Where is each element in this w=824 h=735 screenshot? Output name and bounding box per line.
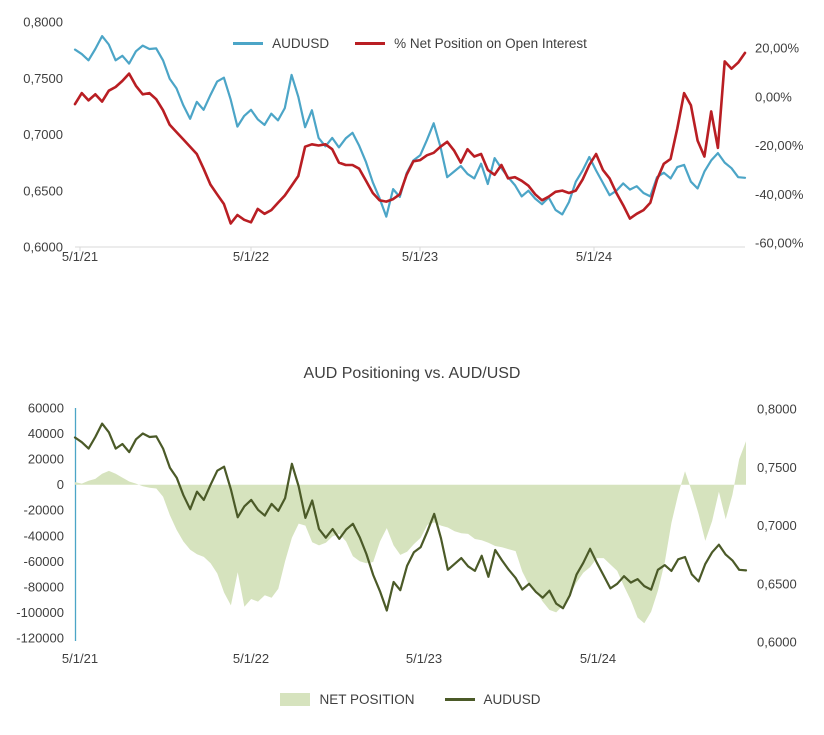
left-axis-tick-label: 40000 bbox=[28, 426, 64, 441]
left-axis-tick-label: -40000 bbox=[24, 528, 64, 543]
legend-item-net-position: NET POSITION bbox=[280, 692, 415, 707]
legend-label-audusd-bottom: AUDUSD bbox=[483, 692, 541, 707]
legend-item-audusd: AUDUSD bbox=[233, 36, 329, 51]
x-axis-tick-label: 5/1/22 bbox=[233, 249, 269, 264]
net-position-area bbox=[75, 441, 746, 624]
right-axis-tick-label: 0,7000 bbox=[757, 518, 797, 533]
legend-line-swatch-net-position-pct bbox=[355, 42, 386, 45]
right-axis-tick-label: 0,00% bbox=[755, 89, 792, 104]
legend-bottom: NET POSITION AUDUSD bbox=[75, 692, 746, 707]
right-axis-tick-label: 0,6000 bbox=[757, 635, 797, 650]
bottom-chart-title: AUD Positioning vs. AUD/USD bbox=[303, 365, 521, 382]
right-axis-tick-label: -20,00% bbox=[755, 138, 804, 153]
legend-line-swatch-audusd bbox=[233, 42, 264, 45]
left-axis-tick-label: -20000 bbox=[24, 503, 64, 518]
right-axis-tick-label: 0,7500 bbox=[757, 460, 797, 475]
left-axis-tick-label: 0,7500 bbox=[23, 71, 63, 86]
x-axis-tick-label: 5/1/22 bbox=[233, 651, 269, 666]
legend-top: AUDUSD % Net Position on Open Interest bbox=[75, 36, 745, 51]
left-axis-tick-label: -80000 bbox=[24, 579, 64, 594]
legend-item-net-position-pct: % Net Position on Open Interest bbox=[355, 36, 587, 51]
legend-line-swatch-audusd-bottom bbox=[444, 698, 475, 701]
net-position-pct-line bbox=[73, 51, 747, 225]
left-axis-tick-label: 0,6000 bbox=[23, 240, 63, 255]
left-axis-tick-label: 0,7000 bbox=[23, 127, 63, 142]
legend-label-net-position-pct: % Net Position on Open Interest bbox=[394, 36, 587, 51]
left-axis-tick-label: 0,8000 bbox=[23, 15, 63, 30]
left-axis-tick-label: 0 bbox=[57, 477, 64, 492]
legend-area-swatch-net-position bbox=[280, 693, 311, 706]
legend-item-audusd-bottom: AUDUSD bbox=[444, 692, 541, 707]
legend-label-net-position: NET POSITION bbox=[319, 692, 415, 707]
audusd-line-bottom bbox=[73, 422, 748, 612]
left-axis-tick-label: -60000 bbox=[24, 554, 64, 569]
x-axis-tick-label: 5/1/24 bbox=[580, 651, 616, 666]
right-axis-tick-label: -60,00% bbox=[755, 236, 804, 251]
left-axis-tick-label: -100000 bbox=[16, 605, 64, 620]
right-axis-tick-label: 0,6500 bbox=[757, 576, 797, 591]
x-axis-tick-label: 5/1/21 bbox=[62, 249, 98, 264]
left-axis-tick-label: 60000 bbox=[28, 401, 64, 416]
right-axis-tick-label: -40,00% bbox=[755, 187, 804, 202]
x-axis-tick-label: 5/1/24 bbox=[576, 249, 612, 264]
left-axis-tick-label: -120000 bbox=[16, 631, 64, 646]
left-axis-tick-label: 0,6500 bbox=[23, 183, 63, 198]
right-axis-tick-label: 0,8000 bbox=[757, 402, 797, 417]
audusd-line bbox=[73, 35, 747, 218]
right-axis-tick-label: 20,00% bbox=[755, 41, 800, 56]
legend-label-audusd: AUDUSD bbox=[272, 36, 330, 51]
left-axis-tick-label: 20000 bbox=[28, 452, 64, 467]
x-axis-tick-label: 5/1/23 bbox=[402, 249, 438, 264]
x-axis-tick-label: 5/1/21 bbox=[62, 651, 98, 666]
x-axis-tick-label: 5/1/23 bbox=[406, 651, 442, 666]
